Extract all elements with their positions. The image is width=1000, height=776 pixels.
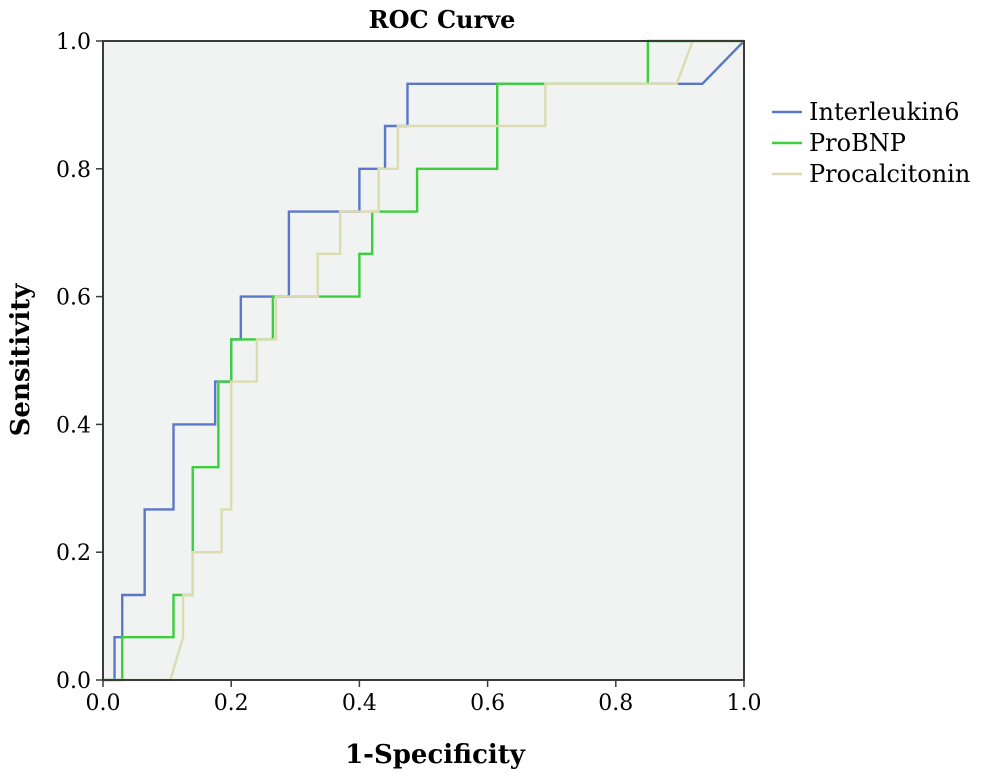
y-axis-ticks: 0.0 0.2 0.4 0.6 0.8 1.0: [56, 30, 103, 694]
series-layer: [103, 39, 745, 682]
legend-label-probnp: ProBNP: [809, 129, 906, 157]
x-axis-title: 1-Specificity: [345, 740, 526, 770]
x-tick-label: 0.2: [214, 691, 249, 716]
chart-title: ROC Curve: [369, 5, 516, 34]
legend: Interleukin6 ProBNP Procalcitonin: [772, 98, 970, 188]
x-tick-label: 1.0: [727, 691, 762, 716]
y-tick-label: 0.8: [56, 158, 91, 183]
y-axis-title: Sensitivity: [6, 283, 36, 437]
series-line-probnp: [103, 39, 744, 682]
y-tick-label: 0.4: [56, 413, 91, 438]
plot-frame: [102, 40, 745, 681]
x-axis-ticks: 0.0 0.2 0.4 0.6 0.8 1.0: [86, 680, 762, 716]
legend-label-interleukin6: Interleukin6: [809, 98, 960, 126]
series-line-procalcitonin: [103, 39, 744, 682]
plot-area: [103, 41, 744, 680]
x-tick-label: 0.8: [598, 691, 633, 716]
y-tick-label: 0.6: [56, 286, 91, 311]
x-tick-label: 0.6: [470, 691, 505, 716]
y-tick-label: 1.0: [56, 30, 91, 55]
x-tick-label: 0.4: [342, 691, 377, 716]
y-tick-label: 0.2: [56, 541, 91, 566]
legend-label-procalcitonin: Procalcitonin: [809, 160, 970, 188]
y-tick-label: 0.0: [56, 669, 91, 694]
x-tick-label: 0.0: [86, 691, 121, 716]
